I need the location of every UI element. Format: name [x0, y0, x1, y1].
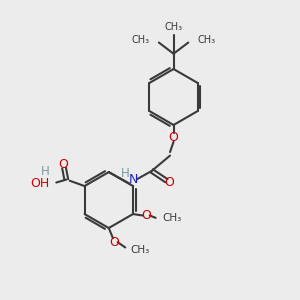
Text: O: O	[164, 176, 174, 189]
Text: CH₃: CH₃	[164, 22, 183, 32]
Text: H: H	[121, 167, 130, 180]
Text: CH₃: CH₃	[197, 35, 215, 45]
Text: O: O	[58, 158, 68, 171]
Text: O: O	[109, 236, 119, 249]
Text: O: O	[141, 209, 151, 222]
Text: CH₃: CH₃	[162, 214, 182, 224]
Text: H: H	[41, 165, 50, 178]
Text: CH₃: CH₃	[130, 245, 149, 255]
Text: O: O	[169, 131, 178, 144]
Text: CH₃: CH₃	[132, 35, 150, 45]
Text: OH: OH	[30, 177, 50, 190]
Text: N: N	[128, 173, 138, 186]
